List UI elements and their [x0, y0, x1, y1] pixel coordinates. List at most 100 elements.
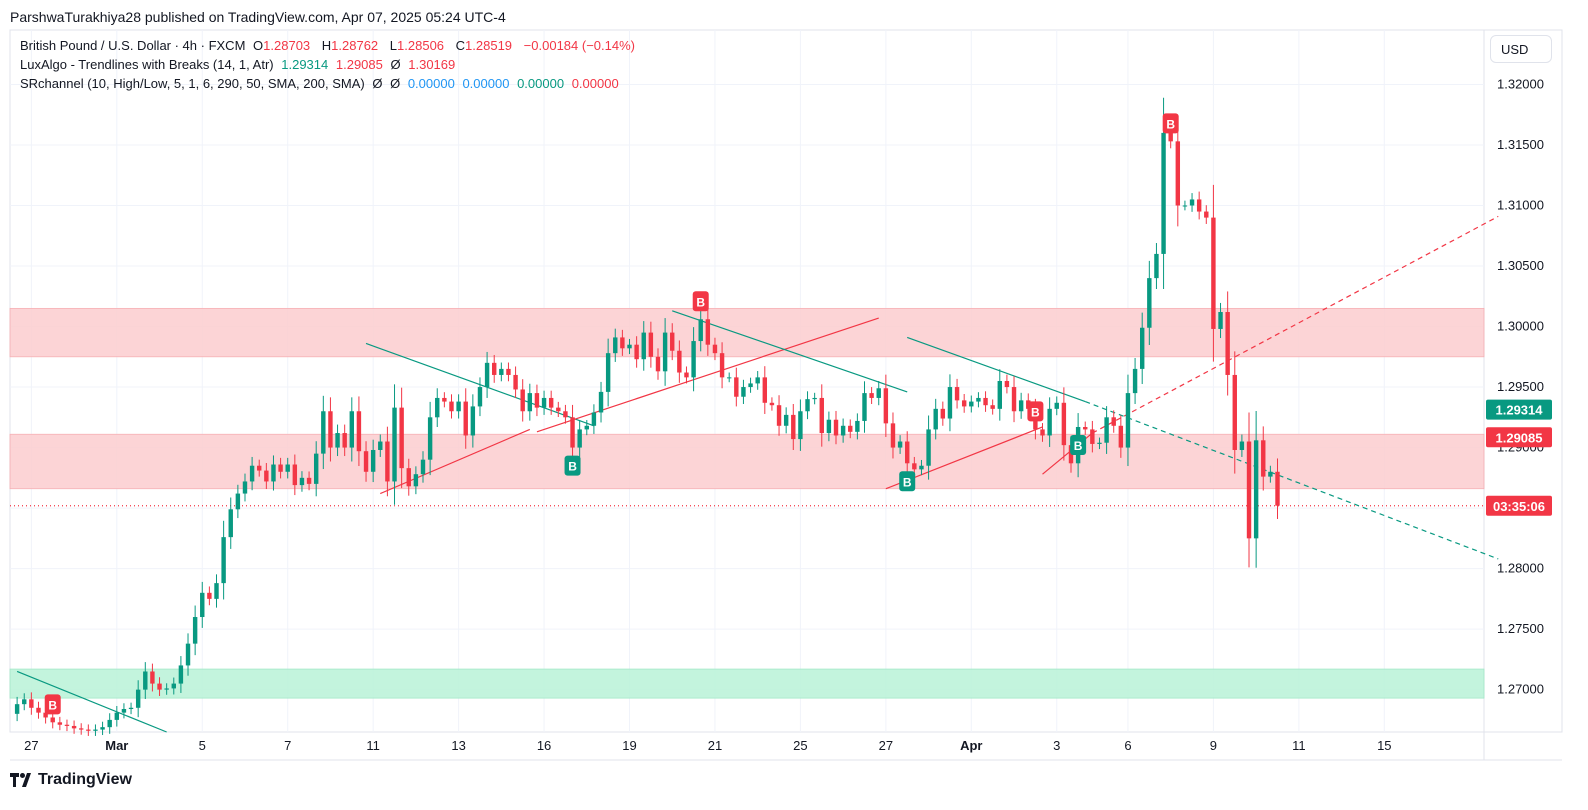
price-label-text: 03:35:06 — [1493, 499, 1545, 514]
candle-body — [783, 414, 789, 426]
candle-body — [1246, 441, 1252, 539]
candle-body — [541, 397, 547, 408]
low-label: L — [389, 38, 398, 53]
candle-body — [435, 397, 440, 418]
candle-body — [648, 332, 654, 357]
indicator-2-symbol-2: Ø — [390, 76, 401, 91]
x-tick-label: Apr — [960, 738, 982, 753]
candle-body — [264, 470, 269, 482]
candle-body — [762, 377, 768, 403]
candle-body — [385, 441, 390, 482]
break-marker-label: B — [696, 295, 705, 309]
candle-body — [427, 417, 433, 460]
candle-body — [1125, 393, 1131, 448]
candle-body — [164, 688, 169, 690]
break-marker-label: B — [903, 475, 912, 489]
candle-body — [577, 429, 582, 448]
indicator-2-value-4: 0.00000 — [571, 76, 619, 91]
x-tick-label: 11 — [366, 738, 380, 753]
candle-body — [897, 441, 903, 448]
candle-body — [1239, 441, 1245, 450]
candle-body — [29, 699, 34, 708]
candle-body — [306, 477, 312, 484]
candle-body — [698, 319, 703, 342]
sr-zones — [9, 307, 1485, 699]
candle-body — [420, 459, 426, 475]
candle-body — [812, 397, 817, 400]
x-tick-label: 9 — [1210, 738, 1217, 753]
candle-body — [748, 383, 753, 388]
candle-body — [207, 592, 212, 599]
break-marker — [899, 471, 916, 492]
candle-body — [214, 583, 219, 599]
candle-body — [477, 387, 483, 407]
indicator-2-name: SRchannel (10, High/Low, 5, 1, 6, 290, 5… — [20, 76, 365, 91]
candle-body — [57, 722, 63, 725]
indicator-1-value-2: 1.29085 — [335, 57, 383, 72]
x-tick-label: Mar — [105, 738, 128, 753]
candle-body — [734, 377, 739, 397]
candle-body — [50, 717, 55, 723]
zone-resistance — [9, 307, 1485, 358]
high-value: 1.28762 — [331, 38, 379, 53]
zone-support — [9, 668, 1485, 699]
candle-body — [969, 401, 974, 407]
candle-body — [1232, 374, 1237, 450]
candle-body — [1218, 312, 1223, 329]
candle-body — [499, 368, 504, 375]
candle-body — [1061, 402, 1067, 446]
candle-body — [328, 411, 333, 448]
candle-body — [506, 368, 511, 375]
candle-body — [926, 429, 931, 466]
candle-body — [79, 728, 84, 730]
candle-body — [1275, 471, 1280, 506]
candle-body — [492, 362, 497, 375]
candle-body — [178, 665, 184, 684]
candle-body — [705, 319, 711, 345]
open-label: O — [253, 38, 264, 53]
indicator-2-value-2: 0.00000 — [462, 76, 510, 91]
candle-body — [235, 493, 241, 510]
candle-body — [1018, 400, 1024, 412]
price-label-box — [1486, 495, 1552, 516]
candle-body — [1211, 217, 1216, 329]
legend-indicator-1[interactable]: LuxAlgo - Trendlines with Breaks (14, 1,… — [20, 57, 459, 72]
candle-body — [342, 433, 347, 448]
candle-body — [954, 387, 960, 401]
legend-indicator-2[interactable]: SRchannel (10, High/Low, 5, 1, 6, 290, 5… — [20, 76, 623, 91]
price-label-box — [1486, 399, 1552, 420]
candle-body — [370, 449, 376, 472]
indicator-1-name: LuxAlgo - Trendlines with Breaks (14, 1,… — [20, 57, 274, 72]
grid-lines — [9, 29, 1563, 761]
symbol-title[interactable]: British Pound / U.S. Dollar · 4h · FXCM — [20, 38, 246, 53]
break-marker-label: B — [48, 698, 57, 712]
candle-body — [933, 408, 938, 430]
candle-body — [249, 465, 255, 482]
x-tick-label: 11 — [1292, 738, 1306, 753]
trendline — [672, 310, 908, 393]
candle-body — [1011, 387, 1017, 412]
currency-button[interactable]: USD — [1490, 35, 1552, 63]
x-tick-label: 5 — [199, 738, 206, 753]
candle-body — [1261, 440, 1266, 477]
indicator-1-value-1: 1.29314 — [281, 57, 329, 72]
candle-body — [976, 397, 981, 402]
candle-body — [456, 401, 461, 412]
time-axis: 27 Mar 5 7 11 13 16 19 21 25 27 Apr 3 6 9 11 15 — [24, 738, 1391, 753]
y-tick-label: 1.27500 — [1497, 621, 1544, 636]
candle-body — [819, 397, 824, 434]
candle-body — [983, 397, 988, 406]
x-tick-label: 27 — [879, 738, 893, 753]
candle-body — [798, 411, 803, 440]
candle-body — [556, 407, 561, 412]
low-value: 1.28506 — [397, 38, 445, 53]
candle-body — [890, 423, 896, 448]
candle-body — [1175, 141, 1181, 206]
candle-body — [36, 707, 41, 713]
candle-body — [221, 537, 226, 584]
price-label-box — [1486, 427, 1552, 448]
candle-body — [484, 362, 490, 388]
candle-body — [86, 729, 91, 731]
candle-body — [271, 464, 276, 482]
